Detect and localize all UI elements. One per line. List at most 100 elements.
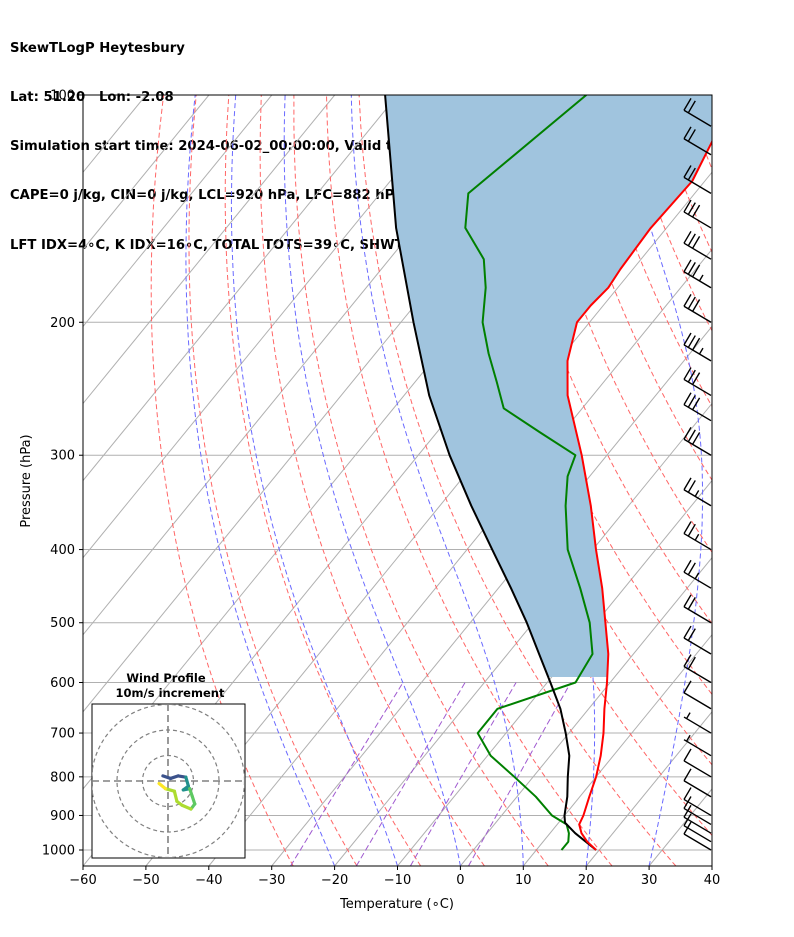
wind-barb-shaft xyxy=(683,305,712,323)
wind-barb xyxy=(683,712,712,734)
wind-barb-flag xyxy=(691,264,701,278)
x-tick-label: 0 xyxy=(456,873,464,888)
wind-barb xyxy=(683,392,712,422)
isotherm-line xyxy=(83,95,461,559)
dry-adiabat-line xyxy=(521,95,712,554)
wind-barb xyxy=(683,521,712,551)
wind-barb-half-flag xyxy=(698,347,704,355)
dry-adiabat-line xyxy=(651,95,712,254)
wind-barb-flag xyxy=(687,296,696,310)
wind-barb-half-flag xyxy=(694,490,700,497)
isotherm-line xyxy=(83,95,336,405)
wind-barb-flag xyxy=(687,597,696,610)
y-tick-label: 900 xyxy=(50,809,75,824)
moist-adiabat-line xyxy=(283,95,461,866)
wind-barb xyxy=(683,680,712,710)
inset-subtitle: 10m/s increment xyxy=(116,686,225,700)
wind-barb-half-flag xyxy=(698,274,704,282)
wind-barb-shaft xyxy=(683,833,712,851)
wind-barb-shaft xyxy=(683,489,712,507)
dry-adiabat-line xyxy=(326,95,613,866)
hodograph-segment xyxy=(157,781,168,791)
temperature-line xyxy=(566,139,712,851)
y-tick-label: 500 xyxy=(50,616,75,631)
instability-area xyxy=(385,95,712,677)
wind-barb-flag xyxy=(691,204,701,218)
wind-barb-flag xyxy=(683,97,692,111)
wind-barb-shaft xyxy=(683,176,712,195)
wind-barb-flag xyxy=(687,394,696,408)
isotherm-line xyxy=(648,788,712,866)
wind-barb-shaft xyxy=(683,665,712,684)
x-tick-label: −20 xyxy=(321,873,348,888)
hodograph-segment xyxy=(180,803,193,811)
moist-adiabat-line xyxy=(711,864,712,866)
y-tick-label: 300 xyxy=(50,449,75,464)
wind-barb-shaft xyxy=(683,692,712,710)
wind-barb-shaft xyxy=(683,637,712,655)
wind-barb-flag xyxy=(687,523,696,537)
wind-barb xyxy=(683,332,712,362)
wind-barb xyxy=(683,813,712,843)
wind-barb-flag xyxy=(683,165,692,178)
wind-barb-shaft xyxy=(683,532,712,551)
mixing-ratio-line xyxy=(468,682,572,866)
wind-barb xyxy=(683,821,712,851)
wind-barb-flag xyxy=(683,367,692,380)
wind-barb-shaft xyxy=(683,606,712,624)
moist-adiabat-line xyxy=(230,95,398,866)
wind-barb-flag xyxy=(683,199,692,213)
wind-barb-flag xyxy=(683,680,692,694)
wind-barb-shaft xyxy=(683,716,712,734)
wind-barb-flag xyxy=(691,299,701,312)
wind-barb-flag xyxy=(683,230,692,244)
isotherm-line xyxy=(460,556,712,866)
wind-barb-flag xyxy=(687,369,696,383)
wind-barb-shaft xyxy=(683,807,712,826)
dry-adiabat-line xyxy=(750,95,794,866)
wind-barb xyxy=(683,477,712,507)
wind-barb-flag xyxy=(687,233,696,247)
inset-title: Wind Profile xyxy=(126,671,206,685)
dry-adiabat-line xyxy=(488,95,712,625)
wind-barb-flag xyxy=(683,787,692,800)
wind-barb-flag xyxy=(683,768,692,782)
dry-adiabat-line xyxy=(358,95,677,866)
wind-barb xyxy=(683,594,712,624)
wind-barb-flag xyxy=(683,594,692,608)
isotherm-line xyxy=(334,402,712,866)
x-axis-label: Temperature (∘C) xyxy=(339,897,454,912)
inset-plot xyxy=(92,704,245,858)
x-tick-label: 10 xyxy=(515,873,532,888)
isotherm-line xyxy=(775,95,794,866)
isotherm-line xyxy=(585,711,712,866)
isotherm-line xyxy=(83,95,273,328)
wind-barb-shaft xyxy=(683,816,712,834)
wind-barb-flag xyxy=(683,126,692,140)
moist-adiabat-line xyxy=(185,95,336,866)
wind-barb xyxy=(683,654,712,684)
mixing-ratio-line xyxy=(409,682,517,866)
dry-adiabat-line xyxy=(783,95,794,866)
wind-barb-half-flag xyxy=(694,572,700,580)
wind-barb xyxy=(683,199,712,229)
dry-adiabat-line xyxy=(188,95,358,866)
y-tick-label: 700 xyxy=(50,727,75,742)
wind-barb-flag xyxy=(683,294,692,307)
wind-barb-flag xyxy=(691,432,701,445)
wind-barb-shaft xyxy=(683,344,712,362)
wind-barb-shaft xyxy=(683,271,712,289)
wind-barb-flag xyxy=(683,259,692,273)
wind-barb-flag xyxy=(683,625,692,639)
wind-barb xyxy=(683,559,712,589)
dry-adiabat-line xyxy=(718,95,794,866)
wind-barb-shaft xyxy=(683,571,712,589)
mixing-ratio-line xyxy=(355,682,466,866)
hodograph-segment xyxy=(172,789,179,804)
dry-adiabat-line xyxy=(150,95,294,866)
wind-barb xyxy=(683,165,712,195)
wind-barb-half-flag xyxy=(685,734,691,742)
wind-barb-flag xyxy=(687,656,696,670)
y-tick-label: 200 xyxy=(50,316,75,331)
